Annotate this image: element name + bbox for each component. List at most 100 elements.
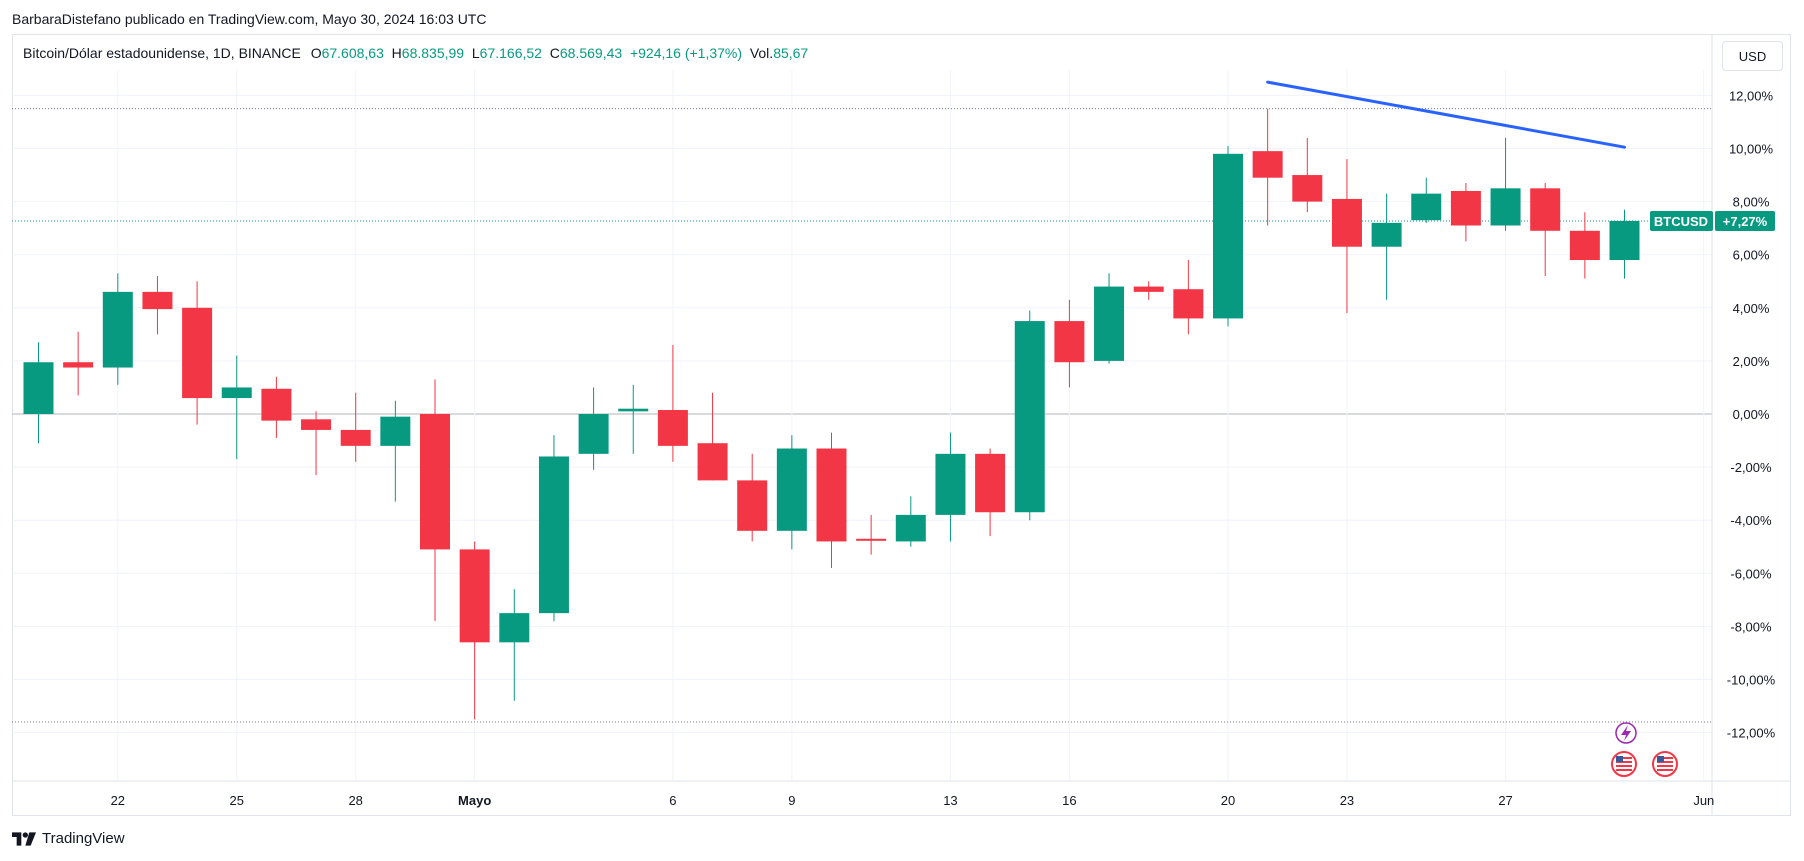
candle-up [776, 448, 807, 531]
candle-down [1054, 321, 1085, 363]
candle-up [1609, 220, 1640, 261]
candle-up [499, 613, 530, 643]
candle-down [657, 410, 688, 446]
candle-down [697, 443, 728, 481]
candle-down [1133, 286, 1164, 292]
y-tick-label: 4,00% [1733, 301, 1770, 316]
open-label: O [310, 45, 322, 61]
price-tag: BTCUSD +7,27% [1650, 211, 1775, 231]
candle-down [975, 453, 1006, 513]
candle-down [816, 448, 847, 542]
candle-up [1490, 188, 1521, 226]
candle-down [142, 291, 173, 310]
y-tick-label: -6,00% [1730, 566, 1772, 581]
y-tick-label: -12,00% [1727, 726, 1776, 741]
price-tag-symbol: BTCUSD [1654, 214, 1708, 229]
grid-layer [12, 70, 1712, 780]
candle-up [618, 408, 649, 412]
y-tick-label: 8,00% [1733, 195, 1770, 210]
candle-up [1411, 193, 1442, 221]
candle-down [856, 538, 887, 541]
price-tag-symbol-bg [1650, 211, 1713, 231]
candle-down [1569, 230, 1600, 261]
volume-value: 85,67 [773, 45, 809, 61]
tradingview-logo[interactable]: TradingView [12, 830, 125, 847]
candle-down [1173, 289, 1204, 319]
candle-up [221, 387, 252, 399]
x-tick-label: 23 [1340, 793, 1354, 808]
high-value: 68.835,99 [401, 45, 465, 61]
high-label: H [391, 45, 402, 61]
candle-up [935, 453, 966, 515]
candle-down [1450, 190, 1481, 226]
candle-up [538, 456, 569, 614]
candle-down [1252, 151, 1283, 178]
y-tick-label: 12,00% [1729, 88, 1774, 103]
candle-down [182, 307, 213, 399]
y-tick-label: 2,00% [1733, 354, 1770, 369]
candle-down [737, 480, 768, 531]
x-axis: 22 25 28 Mayo 6 9 13 16 20 23 27 Jun [12, 780, 1791, 808]
candle-up [380, 416, 411, 446]
open-value: 67.608,63 [321, 45, 384, 61]
candle-up [23, 362, 54, 414]
volume-label: Vol. [749, 45, 774, 61]
x-tick-label: 22 [111, 793, 125, 808]
y-tick-label: -10,00% [1727, 673, 1776, 688]
candle-down [1292, 175, 1323, 202]
candle-up [1014, 321, 1045, 513]
candle-down [1530, 188, 1561, 231]
candle-up [1371, 222, 1402, 247]
x-tick-label: 20 [1221, 793, 1235, 808]
currency-button[interactable]: USD [1722, 41, 1783, 71]
close-label: C [549, 45, 560, 61]
price-tag-value-bg [1715, 211, 1775, 231]
candle-down [63, 362, 94, 368]
trendline [1266, 80, 1626, 149]
x-tick-label: 27 [1498, 793, 1512, 808]
lightning-glyph [1621, 725, 1631, 741]
candle-up [102, 291, 133, 368]
us-flag-icon [1652, 751, 1678, 777]
candle-down [420, 414, 450, 550]
y-tick-label: -4,00% [1730, 513, 1772, 528]
trendline-layer [1266, 80, 1626, 149]
y-tick-label: -2,00% [1730, 460, 1772, 475]
close-value: 68.569,43 [559, 45, 623, 61]
x-tick-label: 13 [943, 793, 957, 808]
tradingview-brand: TradingView [42, 830, 125, 847]
candles-layer [23, 108, 1640, 720]
price-tag-value: +7,27% [1723, 214, 1768, 229]
us-flag-icon [1611, 751, 1637, 777]
change-value: +924,16 (+1,37%) [629, 45, 743, 61]
x-tick-label: 16 [1062, 793, 1076, 808]
candle-down [1331, 198, 1362, 247]
level-lines [12, 108, 1712, 723]
candle-down [301, 419, 332, 430]
event-icons[interactable] [1611, 722, 1678, 777]
y-axis: 12,00% 10,00% 8,00% 6,00% 4,00% 2,00% 0,00% -2,… [1711, 35, 1776, 815]
x-tick-label: Mayo [458, 793, 491, 808]
candle-up [895, 514, 926, 542]
symbol-legend: Bitcoin/Dólar estadounidense, 1D, BINANC… [23, 45, 808, 61]
x-tick-label: 28 [348, 793, 362, 808]
candle-up [578, 414, 609, 454]
candle-up [1094, 286, 1125, 361]
symbol-name[interactable]: Bitcoin/Dólar estadounidense, 1D, BINANC… [23, 45, 301, 61]
x-tick-label: 9 [788, 793, 795, 808]
low-value: 67.166,52 [479, 45, 542, 61]
chart-frame [12, 34, 1791, 816]
y-tick-label: 0,00% [1733, 407, 1770, 422]
publish-caption: BarbaraDistefano publicado en TradingVie… [12, 11, 487, 27]
candle-up [1213, 153, 1243, 319]
x-tick-label: Jun [1693, 793, 1714, 808]
low-label: L [471, 45, 480, 61]
y-tick-label: 10,00% [1729, 142, 1774, 157]
x-tick-label: 6 [669, 793, 676, 808]
y-tick-label: -8,00% [1730, 619, 1772, 634]
y-tick-label: 6,00% [1733, 248, 1770, 263]
candle-down [261, 388, 292, 421]
candle-down [340, 429, 371, 446]
tradingview-logo-icon [12, 831, 36, 846]
